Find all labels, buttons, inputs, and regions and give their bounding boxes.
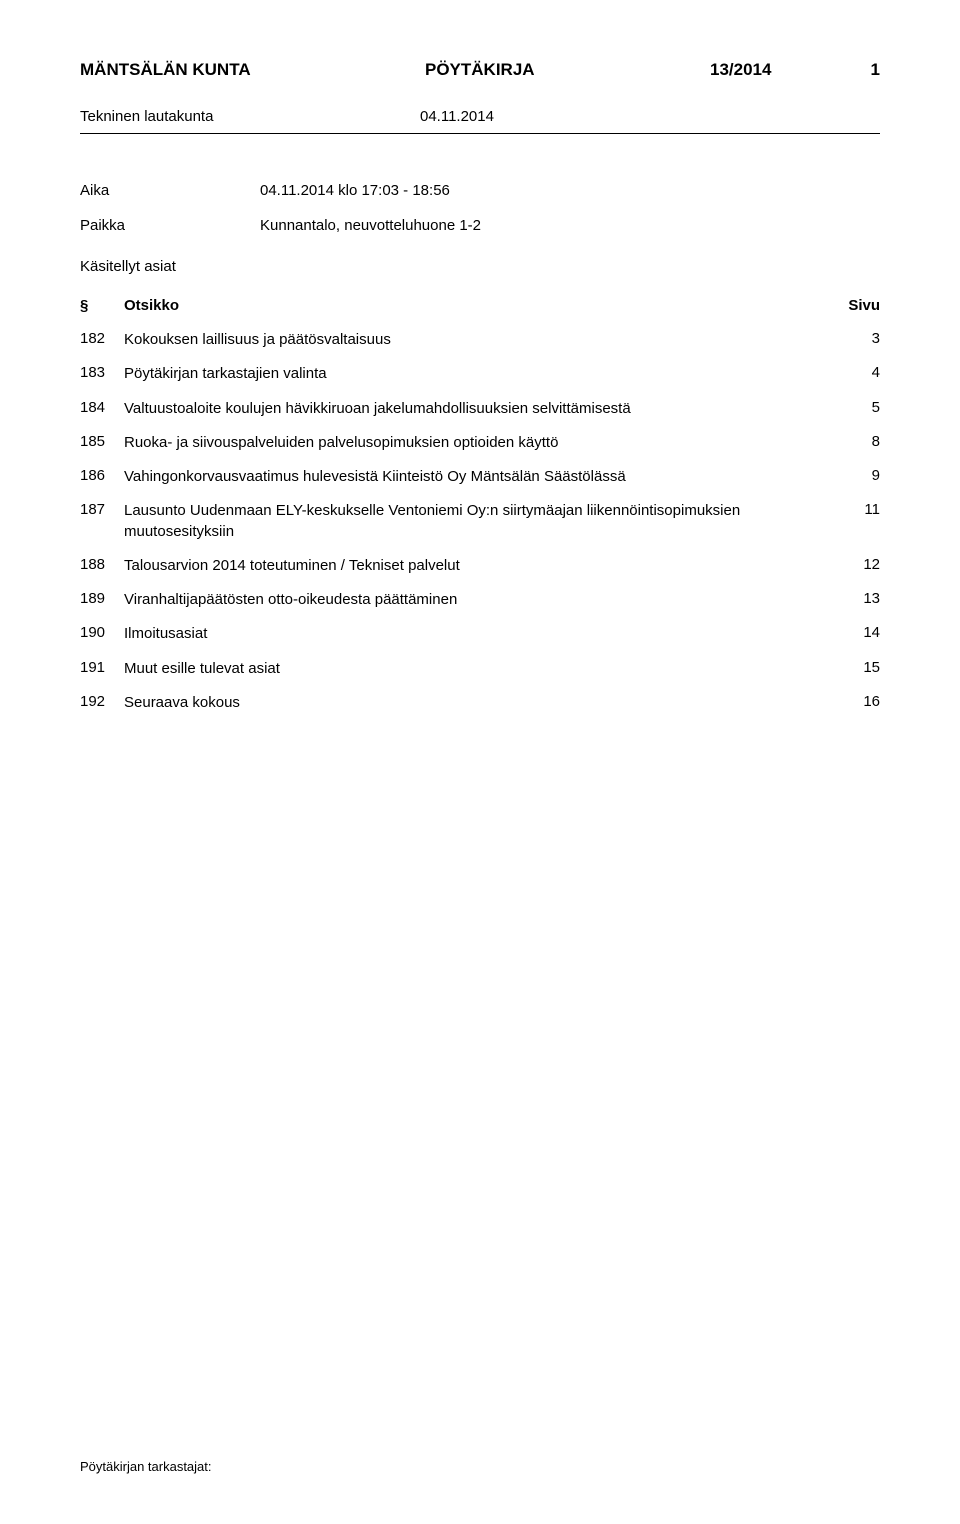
toc-title: Kokouksen laillisuus ja päätösvaltaisuus [124,330,820,350]
header-page-number: 1 [840,60,880,80]
toc-page: 13 [820,590,880,607]
toc-page: 4 [820,364,880,381]
toc-row: 182 Kokouksen laillisuus ja päätösvaltai… [80,330,880,350]
toc-page: 9 [820,467,880,484]
toc-page: 15 [820,659,880,676]
header-doc-number: 13/2014 [710,60,840,80]
toc-row: 186 Vahingonkorvausvaatimus hulevesistä … [80,467,880,487]
subheader-date: 04.11.2014 [420,108,494,125]
toc-row: 187 Lausunto Uudenmaan ELY-keskukselle V… [80,501,880,542]
toc-row: 190 Ilmoitusasiat 14 [80,624,880,644]
toc-page: 11 [820,501,880,518]
subheader-row: Tekninen lautakunta 04.11.2014 [80,108,880,125]
toc-row: 188 Talousarvion 2014 toteutuminen / Tek… [80,556,880,576]
toc-row: 183 Pöytäkirjan tarkastajien valinta 4 [80,364,880,384]
toc-title: Valtuustoaloite koulujen hävikkiruoan ja… [124,399,820,419]
toc-page: 14 [820,624,880,641]
meta-place-label: Paikka [80,217,260,234]
toc-num: 191 [80,659,124,676]
toc-num: 190 [80,624,124,641]
divider-line [80,133,880,134]
toc-header-page: Sivu [820,297,880,314]
toc-num: 185 [80,433,124,450]
toc-row: 189 Viranhaltijapäätösten otto-oikeudest… [80,590,880,610]
header-org: MÄNTSÄLÄN KUNTA [80,60,365,80]
toc-num: 182 [80,330,124,347]
toc-num: 183 [80,364,124,381]
document-page: MÄNTSÄLÄN KUNTA PÖYTÄKIRJA 13/2014 1 Tek… [0,0,960,767]
meta-place-row: Paikka Kunnantalo, neuvotteluhuone 1-2 [80,217,880,234]
toc-title: Talousarvion 2014 toteutuminen / Teknise… [124,556,820,576]
toc-title: Seuraava kokous [124,693,820,713]
section-title: Käsitellyt asiat [80,258,880,275]
toc-row: 192 Seuraava kokous 16 [80,693,880,713]
toc-num: 192 [80,693,124,710]
header-doc-type: PÖYTÄKIRJA [365,60,710,80]
toc-title: Ruoka- ja siivouspalveluiden palvelusopi… [124,433,820,453]
header-row: MÄNTSÄLÄN KUNTA PÖYTÄKIRJA 13/2014 1 [80,60,880,80]
toc-row: 185 Ruoka- ja siivouspalveluiden palvelu… [80,433,880,453]
toc-num: 187 [80,501,124,518]
meta-time-label: Aika [80,182,260,199]
toc-title: Pöytäkirjan tarkastajien valinta [124,364,820,384]
subheader-committee: Tekninen lautakunta [80,108,420,125]
toc-row: 184 Valtuustoaloite koulujen hävikkiruoa… [80,399,880,419]
toc-num: 186 [80,467,124,484]
toc-header-title: Otsikko [124,297,820,314]
meta-time-row: Aika 04.11.2014 klo 17:03 - 18:56 [80,182,880,199]
toc-title: Ilmoitusasiat [124,624,820,644]
toc-header-row: § Otsikko Sivu [80,297,880,314]
toc-row: 191 Muut esille tulevat asiat 15 [80,659,880,679]
toc-title: Muut esille tulevat asiat [124,659,820,679]
toc-title: Vahingonkorvausvaatimus hulevesistä Kiin… [124,467,820,487]
toc-num: 188 [80,556,124,573]
toc-title: Viranhaltijapäätösten otto-oikeudesta pä… [124,590,820,610]
toc-title: Lausunto Uudenmaan ELY-keskukselle Vento… [124,501,820,542]
meta-place-value: Kunnantalo, neuvotteluhuone 1-2 [260,217,481,234]
toc-page: 16 [820,693,880,710]
toc-header-sym: § [80,297,124,314]
toc-num: 184 [80,399,124,416]
toc-page: 8 [820,433,880,450]
footer-text: Pöytäkirjan tarkastajat: [80,1459,212,1474]
toc-num: 189 [80,590,124,607]
toc-page: 3 [820,330,880,347]
meta-time-value: 04.11.2014 klo 17:03 - 18:56 [260,182,450,199]
toc-page: 5 [820,399,880,416]
toc-page: 12 [820,556,880,573]
